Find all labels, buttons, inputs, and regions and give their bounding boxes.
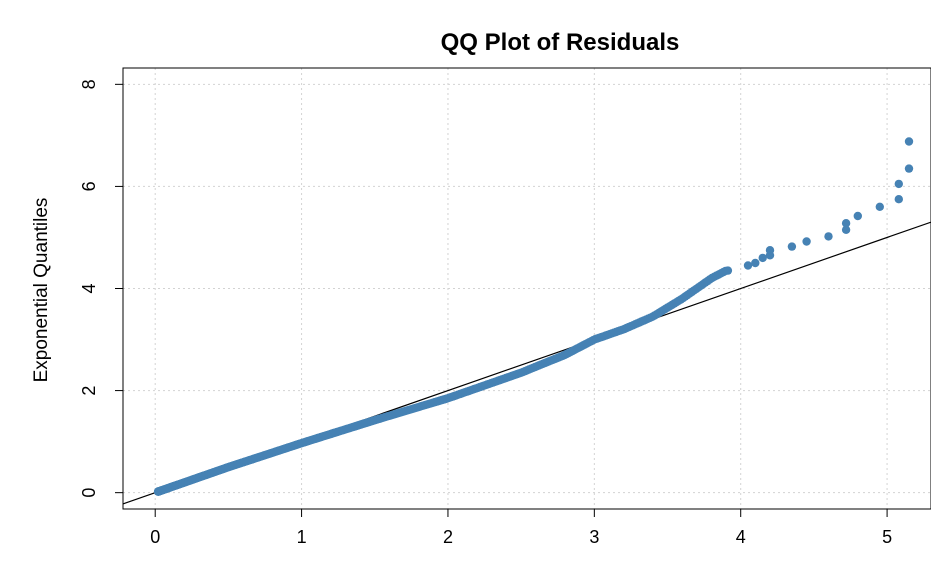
y-tick-label: 6 xyxy=(79,181,99,191)
x-tick-label: 4 xyxy=(736,527,746,547)
data-point xyxy=(841,219,851,228)
y-tick-label: 0 xyxy=(79,488,99,498)
x-tick-label: 2 xyxy=(443,527,453,547)
x-tick-label: 1 xyxy=(297,527,307,547)
grid-lines xyxy=(123,68,931,509)
plot-frame xyxy=(122,67,931,510)
data-points xyxy=(153,137,914,496)
data-point xyxy=(904,164,914,173)
data-point xyxy=(894,179,903,189)
data-point xyxy=(802,237,811,246)
data-point xyxy=(875,202,884,211)
data-point xyxy=(743,261,753,270)
data-point xyxy=(723,266,733,275)
data-point xyxy=(787,242,797,251)
x-tick-label: 3 xyxy=(589,527,599,547)
chart-title: QQ Plot of Residuals xyxy=(441,29,680,56)
x-tick-label: 0 xyxy=(150,527,160,547)
y-tick-label: 2 xyxy=(79,386,99,396)
data-point xyxy=(904,137,914,146)
data-point xyxy=(824,232,833,241)
data-point xyxy=(853,211,862,221)
y-tick-label: 8 xyxy=(79,79,99,89)
data-point xyxy=(841,225,851,234)
y-tick-label: 4 xyxy=(79,283,99,293)
data-point xyxy=(751,258,760,268)
data-point xyxy=(758,253,767,263)
x-tick-label: 5 xyxy=(882,527,892,547)
y-axis-label: Exponential Quantiles xyxy=(31,198,52,383)
data-point xyxy=(765,246,775,255)
data-point xyxy=(894,195,903,204)
